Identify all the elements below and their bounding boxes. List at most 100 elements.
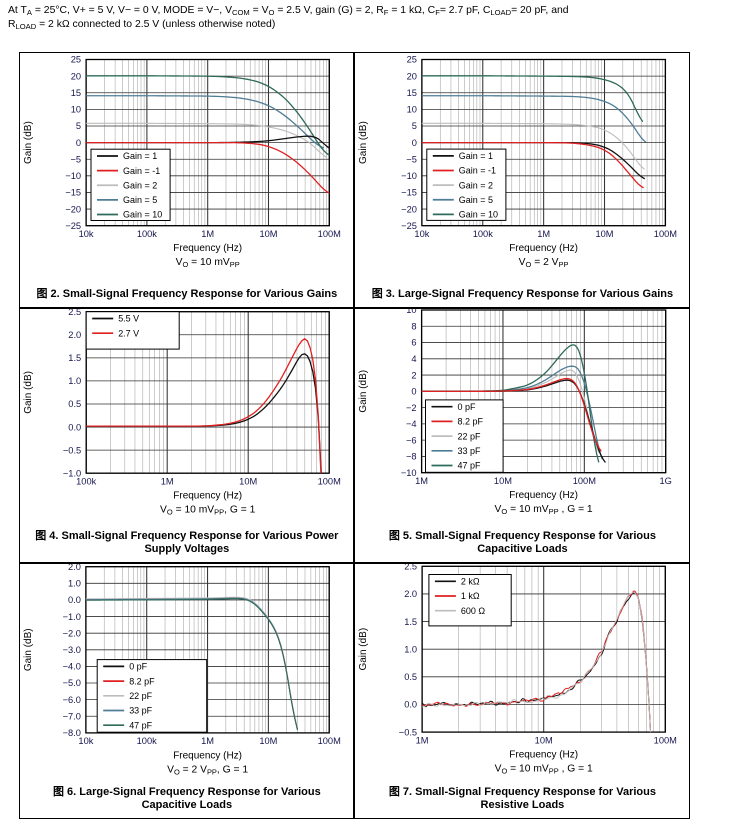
svg-text:−6.0: −6.0	[63, 695, 81, 705]
svg-text:Frequency (Hz): Frequency (Hz)	[174, 490, 243, 501]
svg-text:−0.5: −0.5	[399, 728, 417, 738]
svg-text:−4.0: −4.0	[63, 662, 81, 672]
svg-text:1M: 1M	[416, 476, 429, 486]
svg-text:Gain = 10: Gain = 10	[459, 210, 498, 220]
svg-text:5: 5	[412, 121, 417, 131]
svg-text:−10: −10	[66, 171, 82, 181]
svg-text:2 kΩ: 2 kΩ	[461, 577, 480, 587]
svg-text:100k: 100k	[137, 229, 157, 239]
svg-text:Gain (dB): Gain (dB)	[358, 121, 369, 164]
svg-text:−7.0: −7.0	[63, 712, 81, 722]
svg-text:1.0: 1.0	[68, 579, 81, 589]
svg-text:10k: 10k	[79, 229, 94, 239]
svg-text:15: 15	[407, 88, 417, 98]
svg-text:8.2 pF: 8.2 pF	[458, 416, 484, 426]
svg-text:−4: −4	[406, 419, 417, 429]
svg-text:Gain = 5: Gain = 5	[459, 195, 493, 205]
svg-text:47 pF: 47 pF	[458, 460, 481, 470]
svg-text:0.5: 0.5	[69, 399, 82, 409]
svg-text:Frequency (Hz): Frequency (Hz)	[174, 243, 243, 254]
svg-text:1.0: 1.0	[69, 376, 82, 386]
svg-text:Gain (dB): Gain (dB)	[23, 629, 34, 672]
svg-text:2.7 V: 2.7 V	[118, 328, 139, 338]
svg-text:100k: 100k	[137, 737, 157, 747]
svg-text:0: 0	[76, 138, 81, 148]
svg-text:−2: −2	[406, 403, 417, 413]
svg-text:Gain = 2: Gain = 2	[459, 181, 493, 191]
svg-text:100M: 100M	[654, 736, 677, 746]
svg-text:15: 15	[71, 88, 81, 98]
svg-text:Gain (dB): Gain (dB)	[358, 370, 369, 413]
svg-text:−5: −5	[407, 155, 418, 165]
svg-text:−8: −8	[406, 451, 417, 461]
svg-text:100M: 100M	[318, 476, 341, 486]
svg-text:2.0: 2.0	[68, 564, 81, 572]
svg-text:25: 25	[71, 55, 81, 65]
svg-text:2.0: 2.0	[405, 589, 418, 599]
svg-text:0 pF: 0 pF	[129, 662, 147, 672]
svg-text:−20: −20	[402, 204, 418, 214]
svg-text:2.5: 2.5	[69, 309, 82, 317]
svg-text:Frequency (Hz): Frequency (Hz)	[510, 750, 579, 761]
svg-text:0.5: 0.5	[405, 672, 418, 682]
svg-text:1M: 1M	[201, 737, 214, 747]
svg-text:1M: 1M	[202, 229, 215, 239]
svg-text:100k: 100k	[76, 476, 96, 486]
svg-text:0: 0	[412, 386, 417, 396]
svg-text:1.5: 1.5	[69, 353, 82, 363]
svg-text:−3.0: −3.0	[63, 645, 81, 655]
svg-text:Gain = 2: Gain = 2	[123, 181, 157, 191]
svg-text:10: 10	[71, 105, 81, 115]
svg-text:−15: −15	[66, 188, 82, 198]
svg-text:8.2 pF: 8.2 pF	[129, 677, 155, 687]
svg-text:Frequency (Hz): Frequency (Hz)	[510, 243, 579, 254]
svg-text:2: 2	[412, 370, 417, 380]
svg-text:1.5: 1.5	[405, 617, 418, 627]
svg-text:−0.5: −0.5	[63, 445, 81, 455]
svg-text:1G: 1G	[660, 476, 672, 486]
svg-text:8: 8	[412, 321, 417, 331]
svg-text:20: 20	[71, 72, 81, 82]
svg-text:10: 10	[407, 105, 417, 115]
svg-text:10M: 10M	[260, 229, 278, 239]
svg-text:33 pF: 33 pF	[129, 706, 152, 716]
svg-text:2.0: 2.0	[69, 330, 82, 340]
svg-text:10M: 10M	[239, 476, 257, 486]
svg-text:10M: 10M	[494, 476, 512, 486]
svg-text:100M: 100M	[318, 737, 341, 747]
svg-text:−15: −15	[402, 188, 418, 198]
svg-text:Gain (dB): Gain (dB)	[358, 628, 369, 671]
svg-text:2.5: 2.5	[405, 564, 418, 571]
svg-text:−5: −5	[71, 155, 82, 165]
svg-text:100M: 100M	[654, 229, 677, 239]
svg-text:−1.0: −1.0	[63, 612, 81, 622]
svg-text:6: 6	[412, 338, 417, 348]
svg-text:10M: 10M	[596, 229, 614, 239]
svg-text:−10: −10	[402, 171, 418, 181]
svg-text:10M: 10M	[260, 737, 278, 747]
svg-text:33 pF: 33 pF	[458, 446, 481, 456]
svg-text:VO = 10 mVPP , G = 1: VO = 10 mVPP , G = 1	[495, 504, 593, 516]
svg-text:1M: 1M	[416, 736, 429, 746]
svg-text:0.0: 0.0	[68, 595, 81, 605]
svg-text:−2.0: −2.0	[63, 629, 81, 639]
svg-text:0 pF: 0 pF	[458, 402, 476, 412]
svg-text:600 Ω: 600 Ω	[461, 606, 485, 616]
svg-text:10: 10	[407, 309, 417, 315]
svg-text:20: 20	[407, 72, 417, 82]
svg-text:4: 4	[412, 354, 417, 364]
svg-text:100M: 100M	[573, 476, 596, 486]
svg-text:1M: 1M	[161, 476, 174, 486]
svg-text:1.0: 1.0	[405, 645, 418, 655]
svg-text:Gain (dB): Gain (dB)	[23, 371, 34, 414]
svg-text:10k: 10k	[79, 737, 94, 747]
svg-text:22 pF: 22 pF	[458, 431, 481, 441]
svg-text:Frequency (Hz): Frequency (Hz)	[173, 751, 242, 762]
svg-text:25: 25	[407, 55, 417, 65]
svg-text:Gain = 1: Gain = 1	[459, 151, 493, 161]
svg-text:100M: 100M	[318, 229, 341, 239]
svg-text:−20: −20	[66, 204, 82, 214]
svg-text:10M: 10M	[535, 736, 553, 746]
svg-text:Gain = -1: Gain = -1	[459, 166, 496, 176]
svg-text:Frequency (Hz): Frequency (Hz)	[510, 490, 579, 501]
